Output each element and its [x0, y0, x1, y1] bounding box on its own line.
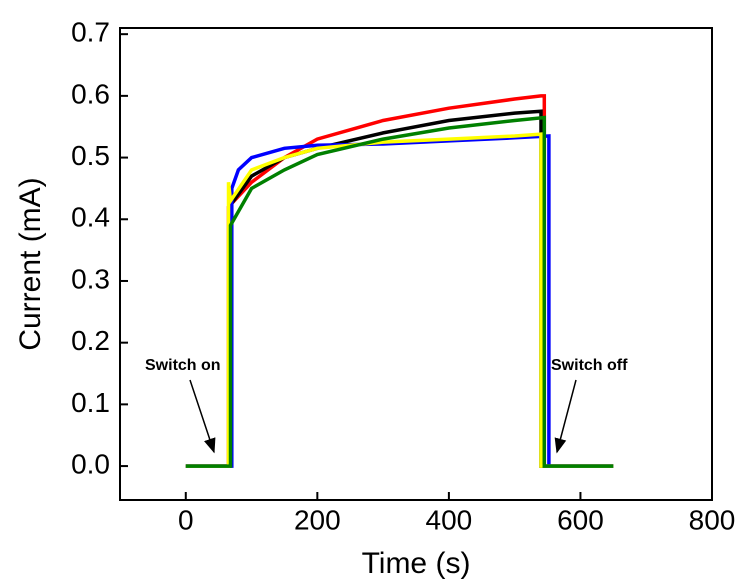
x-axis-label: Time (s) — [362, 547, 471, 580]
annotation-arrow — [554, 379, 577, 454]
annotation-arrow — [189, 379, 216, 454]
data-line — [185, 115, 614, 468]
y-tick-label: 0.1 — [71, 387, 110, 418]
y-tick-label: 0.6 — [71, 78, 110, 109]
x-tick-label: 600 — [557, 504, 604, 535]
data-line — [185, 132, 614, 468]
x-tick-label: 800 — [689, 504, 736, 535]
y-tick-label: 0.3 — [71, 263, 110, 294]
plot-frame — [119, 27, 713, 501]
x-tick-label: 400 — [426, 504, 473, 535]
y-tick-label: 0.5 — [71, 140, 110, 171]
data-line — [185, 134, 614, 468]
y-tick-label: 0.4 — [71, 202, 110, 233]
annotation: Switch off — [551, 357, 628, 374]
y-axis-label: Current (mA) — [14, 177, 47, 350]
annotation: Switch on — [145, 357, 221, 374]
y-tick-label: 0.2 — [71, 325, 110, 356]
y-tick-label: 0.7 — [71, 17, 110, 48]
x-tick-label: 200 — [294, 504, 341, 535]
x-tick-label: 0 — [178, 504, 194, 535]
y-tick-label: 0.0 — [71, 448, 110, 479]
